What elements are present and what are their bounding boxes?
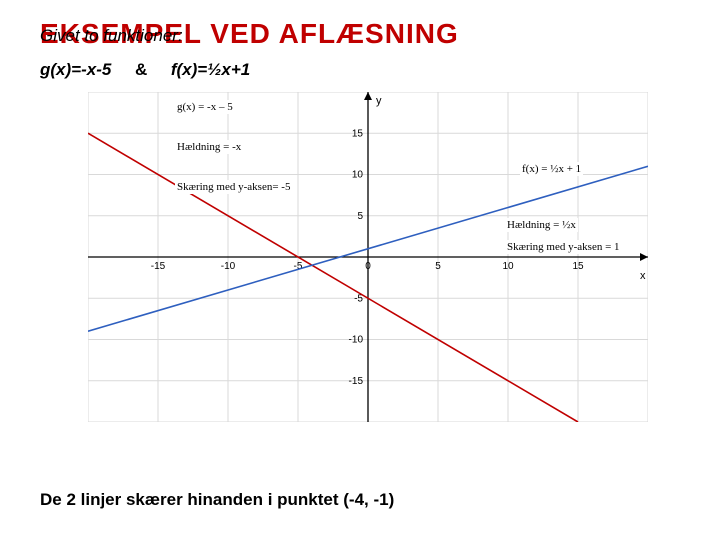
svg-text:-15: -15 [151,261,166,272]
note-f-eq: f(x) = ½x + 1 [520,162,583,176]
svg-text:-10: -10 [221,261,236,272]
note-g-slope: Hældning = -x [175,140,243,154]
f-def: f(x)=½x+1 [171,60,250,79]
svg-text:10: 10 [502,261,514,272]
footer-text: De 2 linjer skærer hinanden i punktet (-… [40,490,394,510]
subtitle: Givet to funktioner: [40,26,183,46]
chart-svg: -15-10-5051015-15-10-551015xy [88,92,648,422]
note-f-int: Skæring med y-aksen = 1 [505,240,622,254]
svg-text:0: 0 [365,261,371,272]
ampersand: & [135,60,147,79]
svg-text:-15: -15 [349,376,364,387]
subtitle-text: Givet to funktioner: [40,26,183,45]
svg-text:15: 15 [572,261,584,272]
footer-span: De 2 linjer skærer hinanden i punktet (-… [40,490,394,509]
svg-text:5: 5 [357,211,363,222]
chart-canvas: -15-10-5051015-15-10-551015xy [88,92,648,422]
svg-text:15: 15 [352,128,364,139]
g-def: g(x)=-x-5 [40,60,111,79]
note-f-slope: Hældning = ½x [505,218,578,232]
note-g-int: Skæring med y-aksen= -5 [175,180,292,194]
svg-text:x: x [640,270,646,282]
svg-text:5: 5 [435,261,441,272]
svg-text:10: 10 [352,170,364,181]
svg-text:y: y [376,95,382,107]
function-definitions: g(x)=-x-5 & f(x)=½x+1 [40,60,250,80]
svg-text:-10: -10 [349,335,364,346]
note-g-eq: g(x) = -x – 5 [175,100,235,114]
